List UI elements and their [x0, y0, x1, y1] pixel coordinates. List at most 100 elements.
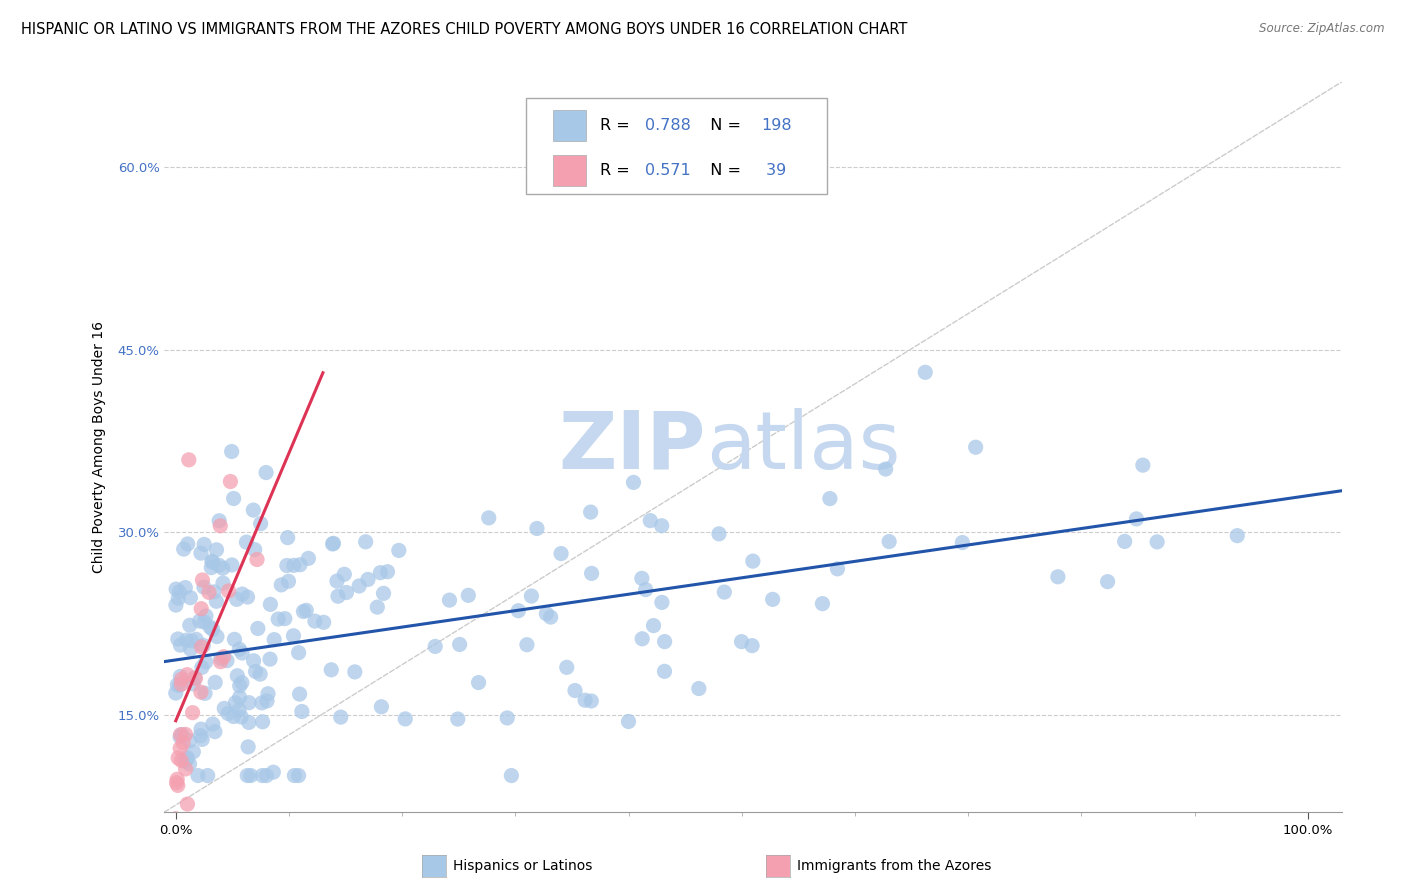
Point	[166, 831, 188, 846]
Point	[950, 535, 973, 549]
Point	[190, 722, 212, 736]
Point	[176, 750, 198, 764]
Point	[501, 768, 523, 782]
Point	[176, 667, 198, 681]
Text: ZIP: ZIP	[558, 408, 706, 486]
Point	[297, 551, 319, 566]
Point	[172, 736, 194, 750]
Point	[236, 590, 259, 604]
Point	[176, 633, 198, 648]
Point	[228, 690, 250, 705]
Point	[205, 594, 228, 608]
Point	[180, 633, 202, 648]
Point	[827, 562, 849, 576]
Point	[274, 612, 297, 626]
Point	[540, 610, 562, 624]
Point	[166, 866, 188, 880]
Point	[536, 607, 558, 621]
Point	[333, 567, 356, 582]
Point	[176, 537, 198, 551]
Point	[179, 618, 201, 632]
Text: 0.788: 0.788	[645, 118, 690, 133]
Point	[169, 678, 191, 692]
Point	[631, 571, 654, 585]
Point	[245, 665, 267, 679]
Point	[166, 678, 188, 692]
Point	[457, 588, 479, 602]
Point	[304, 614, 326, 628]
Point	[190, 729, 212, 743]
Point	[187, 768, 209, 782]
Point	[291, 705, 314, 719]
Point	[267, 612, 290, 626]
Point	[343, 665, 366, 679]
Point	[270, 578, 292, 592]
Point	[326, 589, 349, 603]
Point	[236, 768, 259, 782]
Point	[295, 603, 318, 617]
Point	[811, 597, 834, 611]
Text: Source: ZipAtlas.com: Source: ZipAtlas.com	[1260, 22, 1385, 36]
Point	[212, 576, 235, 591]
Point	[205, 630, 228, 644]
Point	[184, 672, 207, 686]
Point	[194, 655, 217, 669]
Point	[179, 734, 201, 748]
Point	[914, 365, 936, 379]
Point	[741, 554, 763, 568]
Point	[169, 728, 191, 742]
Point	[179, 756, 201, 771]
Point	[217, 706, 239, 721]
Point	[179, 591, 201, 605]
Point	[259, 598, 281, 612]
Point	[209, 655, 232, 669]
Point	[166, 866, 188, 880]
Point	[222, 491, 245, 506]
Point	[713, 585, 735, 599]
Point	[242, 654, 264, 668]
Point	[180, 642, 202, 657]
Point	[238, 696, 260, 710]
Point	[193, 580, 215, 594]
Point	[1125, 512, 1147, 526]
Point	[180, 866, 202, 880]
Point	[357, 573, 380, 587]
Point	[173, 542, 195, 557]
Point	[193, 639, 215, 653]
Point	[219, 475, 242, 489]
Text: R =: R =	[600, 118, 636, 133]
Point	[643, 618, 665, 632]
Point	[169, 584, 191, 599]
Point	[730, 634, 752, 648]
FancyBboxPatch shape	[526, 98, 827, 194]
Point	[165, 812, 187, 826]
Point	[581, 694, 603, 708]
Point	[231, 710, 253, 724]
Point	[249, 516, 271, 531]
Point	[228, 642, 250, 657]
Text: R =: R =	[600, 163, 636, 178]
Point	[326, 574, 349, 588]
Text: N =: N =	[700, 118, 747, 133]
Point	[188, 614, 211, 628]
Point	[283, 768, 305, 782]
Text: atlas: atlas	[706, 408, 900, 486]
Point	[243, 542, 266, 557]
Point	[256, 694, 278, 708]
Point	[208, 514, 231, 528]
Point	[555, 660, 578, 674]
Point	[191, 732, 214, 747]
Point	[231, 646, 253, 660]
Point	[184, 632, 207, 647]
Point	[190, 640, 212, 654]
Point	[276, 558, 298, 573]
FancyBboxPatch shape	[553, 110, 586, 141]
Point	[183, 677, 205, 691]
Point	[579, 505, 602, 519]
Point	[370, 699, 392, 714]
Point	[259, 652, 281, 666]
Point	[631, 632, 654, 646]
Point	[176, 752, 198, 766]
Point	[211, 561, 233, 575]
Point	[520, 589, 543, 603]
